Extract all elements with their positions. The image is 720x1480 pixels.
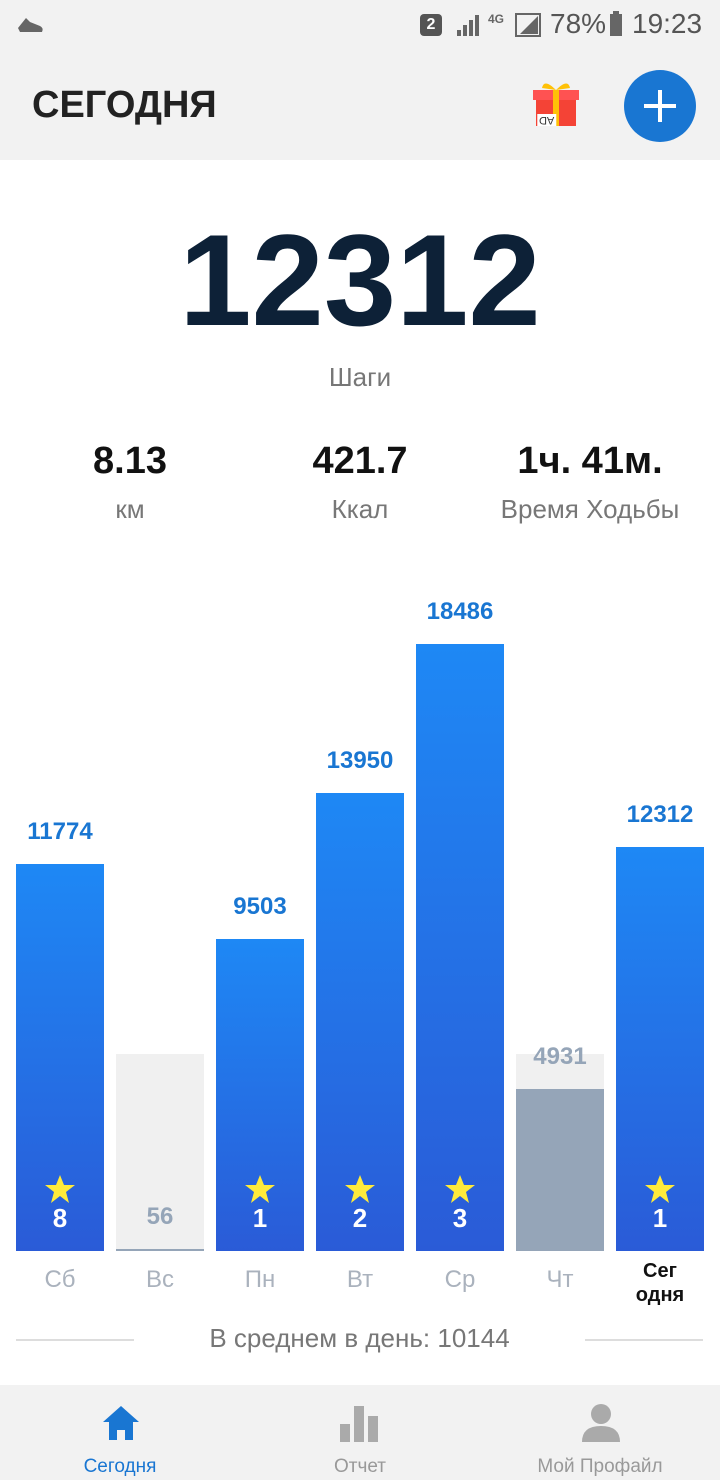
bar-value-label: 13950 (326, 746, 394, 774)
sim-indicator: 2 (420, 14, 442, 36)
bar-value-label: 18486 (426, 598, 494, 625)
star-count: 1 (252, 1203, 268, 1233)
page-title: СЕГОДНЯ (32, 84, 217, 126)
bar-value-label: 4931 (533, 1043, 587, 1071)
star-icon (645, 1175, 675, 1203)
bar (216, 938, 304, 1251)
star-count: 2 (352, 1203, 368, 1233)
nav-label[interactable]: Сегодня (83, 1456, 157, 1477)
stat-label: Время Ходьбы (500, 494, 680, 524)
nav-icon-profile (582, 1404, 620, 1442)
star-count: 3 (452, 1203, 468, 1233)
day-label: Ср (444, 1266, 476, 1293)
day-label: Сег одня (635, 1260, 685, 1306)
star-icon (45, 1175, 75, 1203)
clock: 19:23 (632, 8, 703, 39)
day-label: Чт (546, 1266, 574, 1293)
stat-value: 1ч. 41м. (517, 440, 663, 482)
nav-label[interactable]: Отчет (333, 1456, 387, 1477)
bar (516, 1089, 604, 1251)
bar (316, 792, 404, 1251)
bar-value-label: 9503 (233, 892, 287, 920)
network-type: 4G (488, 12, 505, 26)
day-label: Сб (44, 1266, 76, 1293)
bar-value-label: 56 (146, 1203, 174, 1231)
bar-value-label: 12312 (626, 800, 694, 828)
battery-percent: 78% (550, 8, 607, 39)
stat-value: 8.13 (93, 440, 167, 482)
add-button[interactable] (622, 68, 698, 144)
average-value: 10144 (437, 1323, 510, 1353)
stat-label: Ккал (331, 494, 389, 524)
signal-icon (457, 15, 479, 36)
stat-label: км (115, 494, 145, 524)
nav-icon-home (103, 1406, 139, 1440)
steps-count: 12312 (179, 207, 541, 353)
stat-value: 421.7 (312, 440, 408, 482)
daily-average: В среднем в день: 10144 (134, 1323, 585, 1354)
battery-icon (610, 11, 622, 36)
star-count: 1 (652, 1203, 668, 1233)
steps-label: Шаги (328, 362, 392, 392)
app-icon (18, 18, 43, 32)
star-icon (445, 1175, 475, 1203)
bar (116, 1249, 204, 1251)
bar-value-label: 11774 (27, 818, 93, 846)
day-label: Вт (346, 1266, 374, 1293)
star-icon (245, 1175, 275, 1203)
signal-icon-2 (515, 13, 541, 37)
nav-icon-report (340, 1406, 378, 1442)
divider (585, 1339, 703, 1341)
star-icon (345, 1175, 375, 1203)
nav-label[interactable]: Мой Профайл (537, 1456, 663, 1477)
goal-background (116, 1053, 204, 1251)
ad-badge: AD (537, 114, 557, 126)
top-area (0, 0, 720, 160)
star-count: 8 (52, 1203, 68, 1233)
day-label: Пн (244, 1266, 276, 1293)
average-label: В среднем в день: (209, 1323, 431, 1353)
divider (16, 1339, 134, 1341)
bar (416, 644, 504, 1251)
day-label: Вс (145, 1266, 174, 1293)
